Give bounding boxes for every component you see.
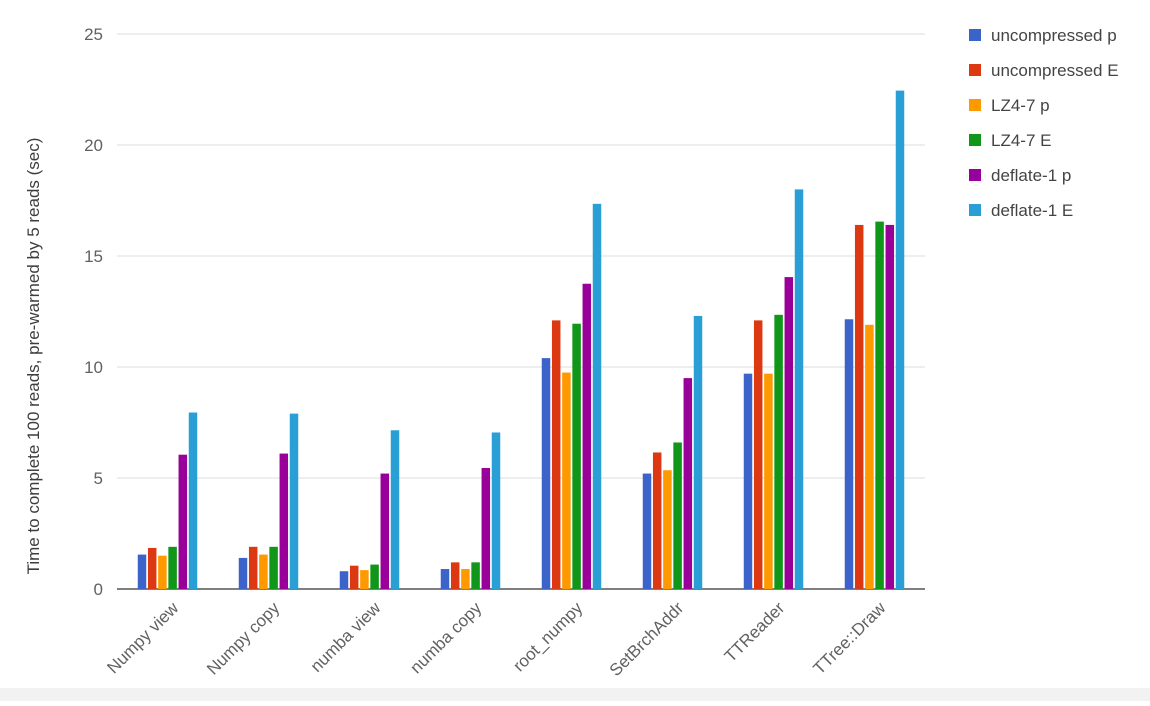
x-tick-label: Numpy copy — [203, 598, 284, 679]
bar-setbrchaddr-lz4-7-e — [673, 442, 682, 589]
bar-numpy-view-deflate-1-p — [178, 454, 188, 589]
legend-label: LZ4-7 p — [991, 96, 1050, 115]
bar-ttree-draw-deflate-1-p — [885, 224, 895, 590]
bar-root-numpy-deflate-1-e — [592, 203, 602, 589]
x-axis-ticks: Numpy view Numpy copy numba view numba copy… — [103, 598, 889, 680]
legend-swatch — [969, 204, 981, 216]
x-tick-label: numba copy — [406, 598, 485, 677]
y-tick-label: 10 — [84, 358, 103, 377]
bar-ttree-draw-deflate-1-e — [895, 90, 905, 590]
legend-swatch — [969, 64, 981, 76]
bar-ttree-draw-lz4-7-e — [875, 221, 884, 589]
legend-item: LZ4-7 p — [969, 96, 1050, 115]
bar-ttreader-uncompressed-p — [743, 373, 753, 589]
legend-swatch — [969, 169, 981, 181]
bar-numba-copy-deflate-1-p — [481, 468, 491, 589]
bar-root-numpy-deflate-1-p — [582, 283, 592, 589]
legend-item: deflate-1 p — [969, 166, 1071, 185]
bar-setbrchaddr-uncompressed-p — [642, 473, 652, 589]
bar-ttreader-lz4-7-e — [774, 314, 783, 589]
bar-numpy-view-uncompressed-p — [137, 554, 147, 589]
legend-swatch — [969, 134, 981, 146]
bar-setbrchaddr-deflate-1-e — [693, 315, 703, 589]
y-tick-label: 0 — [94, 580, 103, 599]
bar-numba-view-lz4-7-p — [360, 570, 369, 589]
x-tick-label: TTree::Draw — [810, 598, 890, 678]
bottom-band — [0, 688, 1150, 701]
bar-ttree-draw-uncompressed-p — [844, 319, 854, 589]
bars — [137, 90, 905, 590]
bar-root-numpy-lz4-7-p — [562, 372, 571, 589]
bar-numpy-copy-lz4-7-p — [259, 554, 268, 589]
y-axis-title: Time to complete 100 reads, pre-warmed b… — [24, 138, 43, 575]
bar-ttreader-lz4-7-p — [764, 373, 773, 589]
bar-numpy-copy-uncompressed-p — [238, 557, 248, 589]
x-tick-label: root_numpy — [509, 598, 586, 675]
legend-item: uncompressed E — [969, 61, 1119, 80]
legend-label: LZ4-7 E — [991, 131, 1051, 150]
bar-root-numpy-lz4-7-e — [572, 323, 581, 589]
x-tick-label: numba view — [307, 598, 385, 676]
bar-numpy-copy-deflate-1-e — [289, 413, 299, 589]
bar-numpy-view-uncompressed-e — [147, 547, 157, 589]
x-tick-label: TTReader — [721, 598, 789, 666]
y-tick-label: 25 — [84, 25, 103, 44]
x-tick-label: SetBrchAddr — [606, 598, 688, 680]
bar-setbrchaddr-lz4-7-p — [663, 470, 672, 589]
x-tick-label: Numpy view — [103, 598, 182, 677]
bar-numba-view-deflate-1-p — [380, 473, 390, 589]
legend-item: deflate-1 E — [969, 201, 1073, 220]
legend-item: LZ4-7 E — [969, 131, 1051, 150]
y-tick-label: 20 — [84, 136, 103, 155]
legend-label: deflate-1 p — [991, 166, 1071, 185]
bar-setbrchaddr-uncompressed-e — [652, 452, 662, 589]
bar-numba-copy-uncompressed-p — [440, 569, 450, 589]
bar-ttreader-deflate-1-p — [784, 277, 794, 589]
bar-numba-copy-uncompressed-e — [450, 562, 460, 589]
legend-item: uncompressed p — [969, 26, 1117, 45]
bar-numba-view-lz4-7-e — [370, 564, 379, 589]
bar-numba-view-uncompressed-e — [349, 565, 359, 589]
bar-numba-copy-lz4-7-e — [471, 562, 480, 589]
legend-label: deflate-1 E — [991, 201, 1073, 220]
bar-ttree-draw-lz4-7-p — [865, 324, 874, 589]
bar-numba-copy-lz4-7-p — [461, 569, 470, 589]
y-tick-label: 5 — [94, 469, 103, 488]
bar-root-numpy-uncompressed-e — [551, 320, 561, 589]
legend-swatch — [969, 99, 981, 111]
bar-numba-view-deflate-1-e — [390, 430, 400, 589]
bar-ttree-draw-uncompressed-e — [854, 224, 864, 590]
bar-numpy-view-lz4-7-p — [158, 555, 167, 589]
bar-root-numpy-uncompressed-p — [541, 358, 551, 589]
bar-numpy-view-lz4-7-e — [168, 546, 177, 589]
bar-ttreader-uncompressed-e — [753, 320, 763, 589]
bar-ttreader-deflate-1-e — [794, 189, 804, 589]
bar-numpy-view-deflate-1-e — [188, 412, 198, 589]
bar-numba-copy-deflate-1-e — [491, 432, 501, 589]
legend-label: uncompressed E — [991, 61, 1119, 80]
bar-setbrchaddr-deflate-1-p — [683, 378, 693, 589]
legend-swatch — [969, 29, 981, 41]
bar-numpy-copy-deflate-1-p — [279, 453, 289, 589]
y-tick-label: 15 — [84, 247, 103, 266]
y-axis-ticks: 0 5 10 15 20 25 — [84, 25, 103, 599]
legend-label: uncompressed p — [991, 26, 1117, 45]
legend: uncompressed p uncompressed E LZ4-7 p LZ4-7… — [969, 26, 1119, 220]
bar-numpy-copy-lz4-7-e — [269, 546, 278, 589]
bar-numpy-copy-uncompressed-e — [248, 546, 258, 589]
gridlines — [117, 33, 925, 590]
bar-numba-view-uncompressed-p — [339, 571, 349, 589]
